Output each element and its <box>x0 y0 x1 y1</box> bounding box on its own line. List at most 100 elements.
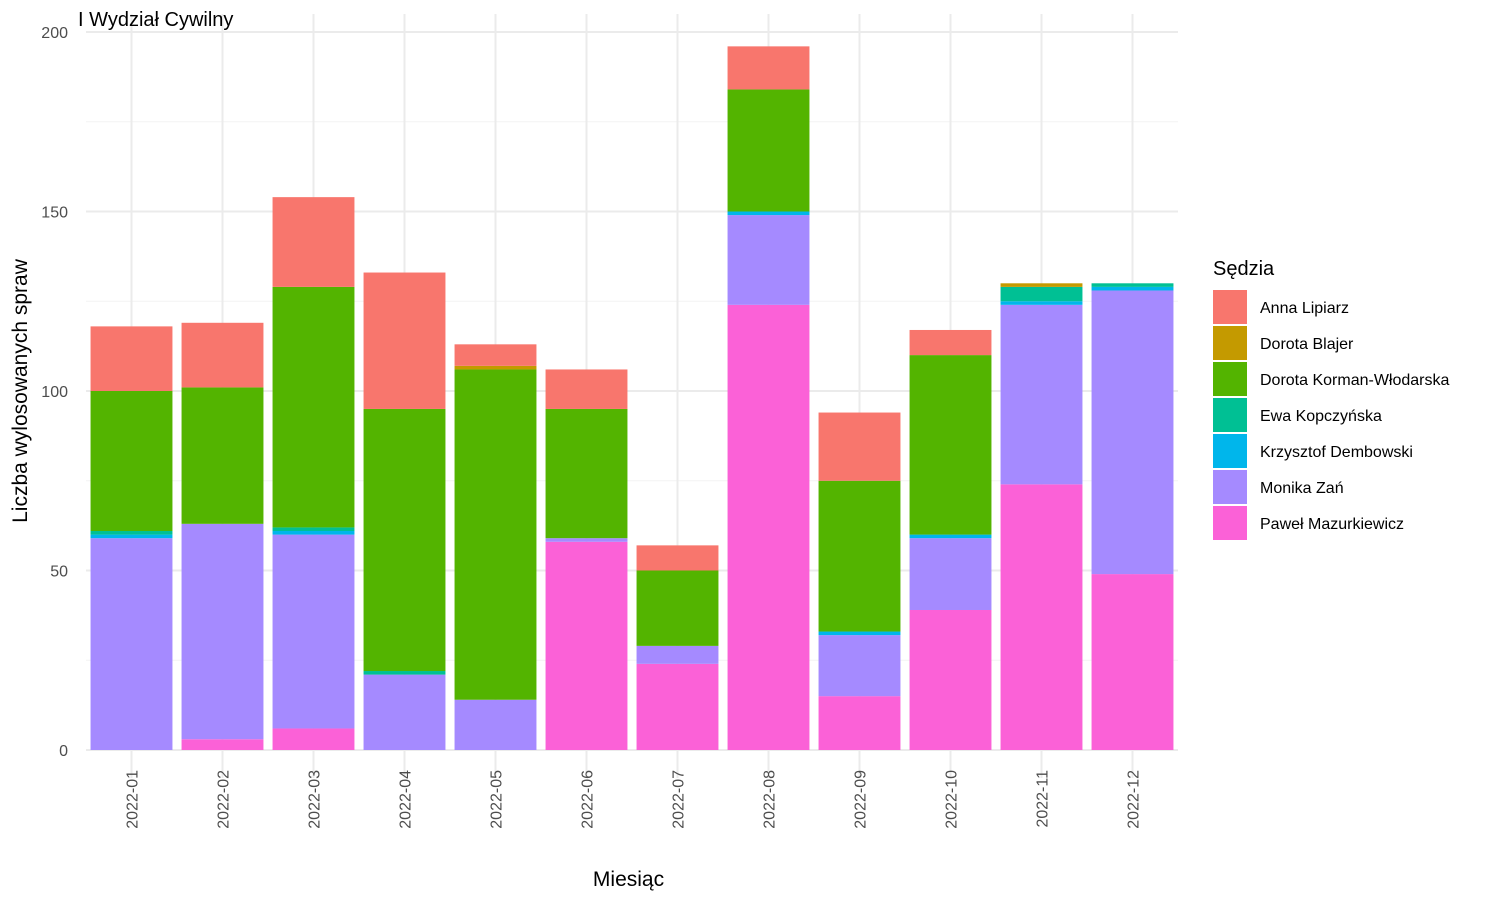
bar-segment <box>181 387 264 524</box>
bar-segment <box>90 538 173 750</box>
bar-segment <box>181 523 264 740</box>
x-tick-label: 2022-02 <box>216 770 233 829</box>
legend-item: Paweł Mazurkiewicz <box>1213 506 1404 540</box>
bar-segment <box>363 674 446 750</box>
chart-title: I Wydział Cywilny <box>78 9 233 31</box>
legend-label: Dorota Korman-Włodarska <box>1260 372 1450 389</box>
x-tick-label: 2022-08 <box>762 770 779 829</box>
bar-stack-2022-01 <box>90 326 173 750</box>
bar-segment <box>363 671 446 675</box>
bar-segment <box>90 326 173 391</box>
bar-segment <box>272 531 355 535</box>
bar-segment <box>909 355 992 535</box>
bar-stack-2022-08 <box>727 46 810 750</box>
y-tick-label: 200 <box>41 25 68 42</box>
legend-swatch <box>1213 326 1247 360</box>
bar-stack-2022-07 <box>636 545 719 750</box>
legend-item: Dorota Blajer <box>1213 326 1354 360</box>
bar-segment <box>1000 304 1083 485</box>
bar-segment <box>818 631 901 636</box>
bar-segment <box>272 197 355 287</box>
bar-segment <box>454 365 537 370</box>
bar-segment <box>1000 283 1083 287</box>
legend-label: Monika Zań <box>1260 480 1344 497</box>
x-tick-label: 2022-11 <box>1035 770 1052 828</box>
bar-segment <box>909 534 992 539</box>
bar-segment <box>636 545 719 571</box>
bar-segment <box>363 272 446 409</box>
bar-segment <box>636 645 719 664</box>
legend: Sędzia Anna Lipiarz Dorota Blajer Dorota K… <box>1213 258 1450 540</box>
bar-segment <box>90 391 173 532</box>
bar-segment <box>545 538 628 542</box>
bar-segment <box>454 699 537 750</box>
bar-segment <box>909 329 992 356</box>
bar-segment <box>454 344 537 366</box>
legend-label: Dorota Blajer <box>1260 336 1354 353</box>
legend-label: Krzysztof Dembowski <box>1260 444 1413 461</box>
y-tick-label: 50 <box>50 564 68 581</box>
x-axis-ticks: 2022-01 2022-02 2022-03 2022-04 2022-05 2022-… <box>125 770 1143 829</box>
x-tick-label: 2022-04 <box>398 770 415 829</box>
bar-segment <box>727 46 810 90</box>
bar-segment <box>727 215 810 305</box>
x-tick-label: 2022-05 <box>489 770 506 829</box>
legend-swatch <box>1213 362 1247 396</box>
legend-item: Dorota Korman-Włodarska <box>1213 362 1450 396</box>
bar-segment <box>90 534 173 539</box>
bar-stack-2022-05 <box>454 344 537 750</box>
bar-segment <box>545 541 628 750</box>
bar-segment <box>727 211 810 216</box>
bar-stack-2022-09 <box>818 412 901 750</box>
bar-segment <box>1000 484 1083 750</box>
bar-segment <box>818 480 901 632</box>
bar-segment <box>909 609 992 750</box>
bar-stack-2022-02 <box>181 322 264 750</box>
y-tick-label: 100 <box>41 384 68 401</box>
bar-segment <box>636 570 719 646</box>
bar-segment <box>272 534 355 729</box>
bar-segment <box>545 369 628 409</box>
y-axis-label: Liczba wylosowanych spraw <box>9 258 32 523</box>
bar-segment <box>90 531 173 535</box>
legend-item: Ewa Kopczyńska <box>1213 398 1382 432</box>
x-tick-label: 2022-07 <box>671 770 688 829</box>
y-axis-ticks: 0 50 100 150 200 <box>41 25 68 760</box>
bar-segment <box>727 304 810 750</box>
legend-swatch <box>1213 506 1247 540</box>
bar-stack-2022-12 <box>1091 283 1174 750</box>
x-tick-label: 2022-09 <box>853 770 870 829</box>
bar-segment <box>636 663 719 750</box>
legend-swatch <box>1213 398 1247 432</box>
legend-swatch <box>1213 290 1247 324</box>
bar-segment <box>727 89 810 212</box>
bar-segment <box>818 412 901 481</box>
bar-segment <box>1091 283 1174 287</box>
legend-label: Ewa Kopczyńska <box>1260 408 1382 425</box>
x-tick-label: 2022-10 <box>944 770 961 829</box>
bar-stack-2022-11 <box>1000 283 1083 750</box>
bar-stack-2022-04 <box>363 272 446 750</box>
x-tick-label: 2022-03 <box>307 770 324 829</box>
bar-segment <box>1091 290 1174 575</box>
bar-segment <box>363 408 446 672</box>
legend-title: Sędzia <box>1213 258 1275 280</box>
y-tick-label: 0 <box>59 743 68 760</box>
bar-segment <box>909 538 992 610</box>
bar-segment <box>272 527 355 532</box>
bar-segment <box>181 322 264 388</box>
bar-stack-2022-06 <box>545 369 628 750</box>
bar-segment <box>181 739 264 750</box>
legend-label: Paweł Mazurkiewicz <box>1260 516 1404 533</box>
bars <box>90 46 1174 750</box>
bar-segment <box>1000 301 1083 305</box>
bar-segment <box>818 696 901 750</box>
bar-stack-2022-03 <box>272 197 355 750</box>
x-tick-label: 2022-01 <box>125 770 142 829</box>
legend-swatch <box>1213 434 1247 468</box>
bar-segment <box>272 728 355 750</box>
legend-item: Anna Lipiarz <box>1213 290 1349 324</box>
legend-item: Krzysztof Dembowski <box>1213 434 1413 468</box>
x-tick-label: 2022-12 <box>1126 770 1143 829</box>
legend-item: Monika Zań <box>1213 470 1344 504</box>
